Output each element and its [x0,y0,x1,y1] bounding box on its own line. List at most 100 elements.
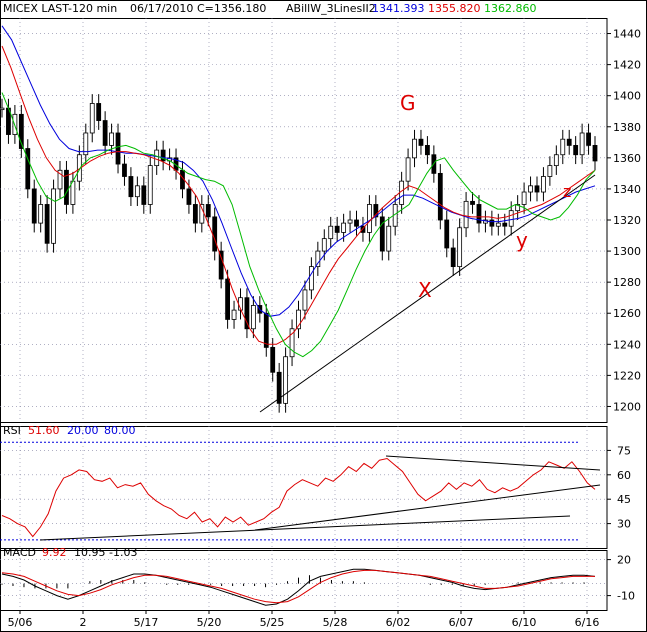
macd-histogram [1,575,585,589]
price-bar-body [321,238,327,252]
price-bar-body [31,188,37,224]
price-bar-body [579,132,585,156]
price-bar-body [147,165,153,205]
price-bar-body [89,103,95,134]
price-bar-body [386,225,392,252]
price-bar-body [373,204,379,218]
price-bar-body [218,250,224,280]
price-bar-body [425,145,430,156]
macd-series [1,568,596,606]
price-bar-body [289,328,295,358]
price-bar-body [534,185,540,193]
rsi-trendline-mid [254,484,601,531]
annotation-z: z [563,182,571,201]
price-bar-body [25,148,31,190]
annotation-g: G [400,91,416,115]
price-bar-body [128,176,134,198]
header-red-value: 1355.820 [428,2,481,15]
rsi-tick-label: 30 [617,518,631,531]
price-tick-label: 1360 [613,152,641,165]
price-bar-body [399,180,405,205]
rsi-trendline-low [39,515,571,541]
panel-frame-1 [0,426,608,549]
green-line [1,92,596,358]
price-tick-label: 1320 [613,214,641,227]
price-bar-body [270,347,276,373]
x-tick-label: 5/06 [8,616,33,629]
price-bar-body [296,309,301,330]
rsi-trendlines [39,455,601,541]
annotation-x: X [418,278,432,302]
price-bar-body [109,132,114,146]
price-bar-body [250,305,256,330]
x-tick-label: 5/25 [260,616,285,629]
price-bar-body [38,204,44,224]
price-series [0,94,598,413]
x-tick-label: 5/17 [134,616,159,629]
rsi-trendline-top [385,455,601,471]
price-bar-body [225,278,230,320]
price-bar-body [302,289,308,311]
price-bar-body [57,169,63,190]
price-bar-body [44,204,50,244]
trendlines [259,174,596,413]
price-bar-body [379,216,385,252]
price-tick-label: 1280 [613,276,641,289]
panel-frame-0 [0,18,608,423]
macd-tick-label: 20 [617,554,631,567]
rsi-low: 20.00 [67,424,99,437]
price-bar-body [102,120,108,146]
price-bar-body [515,204,521,212]
x-tick-label: 5/28 [323,616,348,629]
price-bar-body [244,297,250,330]
rsi-axis: 30 45 60 75 [607,444,631,531]
price-bar-body [328,225,334,240]
price-bar-body [315,250,321,268]
rsi-series [1,457,596,538]
price-bar-body [160,149,166,162]
price-bar-body [418,138,424,146]
moving-average-lines [1,25,596,358]
macd-tick-label: -10 [617,590,635,603]
price-bar-body [367,204,372,233]
price-bar-body [560,138,566,156]
price-bar-body [186,188,192,205]
macd-value-3: -1.03 [109,546,137,559]
header-date: 06/17/2010 [130,2,193,15]
x-tick-label: 5/20 [197,616,222,629]
macd-value-1: 9.92 [42,546,67,559]
red-line [1,45,596,345]
rsi-tick-label: 45 [617,493,631,506]
x-tick-label: 6/02 [386,616,411,629]
macd-value-2: 10.95 [74,546,106,559]
price-bar-body [283,356,289,404]
macd-axis: 20 -10 [607,554,635,603]
x-axis: 5/06 2 5/17 5/20 5/25 5/28 6/02 6/07 6/10 6/16 [8,610,599,629]
header-study: ABillW_3LinesII2 [286,2,376,15]
price-tick-label: 1420 [613,59,641,72]
blue-line [1,25,596,317]
price-bar-body [308,266,314,291]
price-tick-label: 1240 [613,338,641,351]
macd-label: MACD [3,546,36,559]
price-bar-body [586,132,591,146]
header-green-value: 1362.860 [484,2,537,15]
rsi-tick-label: 60 [617,469,631,482]
x-tick-label: 6/07 [449,616,474,629]
price-bar-body [51,188,56,244]
trendline-x-y [259,174,596,413]
price-bar-body [444,219,450,249]
price-bar-body [347,219,353,224]
price-bar-body [470,200,475,205]
x-tick-label: 2 [80,616,87,629]
header-symbol: MICEX LAST-120 min [3,2,117,15]
price-tick-label: 1220 [613,369,641,382]
annotation-y: y [516,228,528,252]
price-tick-label: 1380 [613,121,641,134]
rsi-high: 80.00 [104,424,136,437]
price-bar-body [553,154,559,167]
price-bar-body [502,222,508,227]
